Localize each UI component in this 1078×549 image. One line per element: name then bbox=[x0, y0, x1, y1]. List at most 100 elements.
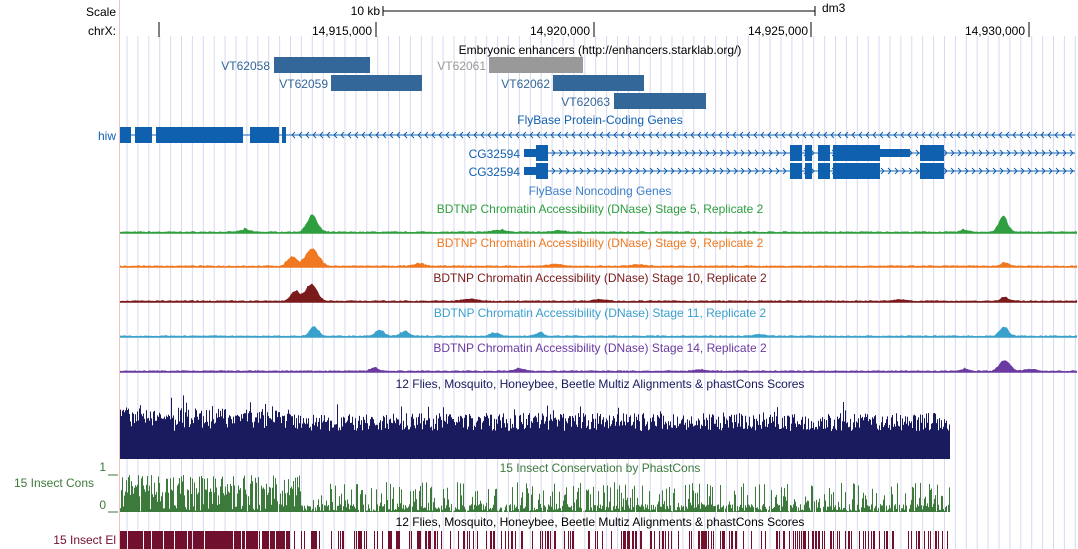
strand-arrow bbox=[774, 131, 779, 139]
strand-arrow bbox=[635, 167, 640, 175]
strand-arrow bbox=[985, 149, 990, 157]
strand-arrow bbox=[809, 131, 814, 139]
strand-arrow bbox=[1012, 131, 1017, 139]
strand-arrow bbox=[823, 131, 828, 139]
strand-arrow bbox=[550, 131, 555, 139]
strand-arrow bbox=[572, 149, 577, 157]
strand-arrow bbox=[1006, 149, 1011, 157]
strand-arrow bbox=[677, 167, 682, 175]
strand-arrow bbox=[971, 167, 976, 175]
strand-arrow bbox=[740, 167, 745, 175]
enhancer-label[interactable]: VT62058 bbox=[221, 59, 270, 73]
strand-arrow bbox=[298, 131, 303, 139]
strand-arrow bbox=[1069, 167, 1074, 175]
strand-arrow bbox=[487, 131, 492, 139]
strand-arrow bbox=[529, 131, 534, 139]
gene-label-cg32594[interactable]: CG32594 bbox=[468, 147, 520, 161]
strand-arrow bbox=[627, 131, 632, 139]
strand-arrow bbox=[1027, 167, 1032, 175]
enhancers-track-title[interactable]: Embryonic enhancers (http://enhancers.st… bbox=[458, 43, 742, 57]
strand-arrow bbox=[614, 149, 619, 157]
strand-arrow bbox=[628, 167, 633, 175]
strand-arrow bbox=[950, 167, 955, 175]
strand-arrow bbox=[473, 131, 478, 139]
strand-arrow bbox=[999, 149, 1004, 157]
dnase-stage14-title[interactable]: BDTNP Chromatin Accessibility (DNase) St… bbox=[433, 341, 767, 355]
strand-arrow bbox=[340, 131, 345, 139]
strand-arrow bbox=[775, 149, 780, 157]
strand-arrow bbox=[879, 131, 884, 139]
enhancer-label[interactable]: VT62062 bbox=[501, 77, 550, 91]
strand-arrow bbox=[410, 131, 415, 139]
strand-arrow bbox=[754, 167, 759, 175]
enhancer-label[interactable]: VT62063 bbox=[561, 95, 610, 109]
phastcons-track-title[interactable]: 15 Insect Conservation by PhastCons bbox=[499, 461, 701, 475]
strand-arrow bbox=[978, 149, 983, 157]
strand-arrow bbox=[417, 131, 422, 139]
strand-arrow bbox=[880, 167, 885, 175]
strand-arrow bbox=[746, 131, 751, 139]
scale-label: Scale bbox=[85, 5, 116, 19]
strand-arrow bbox=[551, 167, 556, 175]
strand-arrow bbox=[564, 131, 569, 139]
strand-arrow bbox=[865, 131, 870, 139]
enhancer-label[interactable]: VT62059 bbox=[279, 77, 328, 91]
strand-arrow bbox=[656, 167, 661, 175]
strand-arrow bbox=[382, 131, 387, 139]
gene-label-hiw[interactable]: hiw bbox=[97, 129, 116, 143]
strand-arrow bbox=[326, 131, 331, 139]
strand-arrow bbox=[558, 149, 563, 157]
strand-arrow bbox=[928, 131, 933, 139]
strand-arrow bbox=[1034, 149, 1039, 157]
exon-cg32594 bbox=[536, 145, 548, 161]
strand-arrow bbox=[711, 131, 716, 139]
strand-arrow bbox=[635, 149, 640, 157]
exon-cg32594 bbox=[920, 163, 944, 179]
exon-hiw bbox=[135, 127, 152, 143]
elements-left-label[interactable]: 15 Insect El bbox=[53, 533, 116, 547]
strand-arrow bbox=[753, 131, 758, 139]
strand-arrow bbox=[1062, 149, 1067, 157]
strand-arrow bbox=[950, 149, 955, 157]
elements-track-title[interactable]: 12 Flies, Mosquito, Honeybee, Beetle Mul… bbox=[395, 515, 805, 529]
strand-arrow bbox=[887, 167, 892, 175]
strand-arrow bbox=[964, 167, 969, 175]
strand-arrow bbox=[522, 131, 527, 139]
strand-arrow bbox=[1034, 167, 1039, 175]
strand-arrow bbox=[649, 149, 654, 157]
strand-arrow bbox=[733, 167, 738, 175]
strand-arrow bbox=[719, 167, 724, 175]
noncoding-genes-track-title[interactable]: FlyBase Noncoding Genes bbox=[528, 184, 672, 198]
dnase-stage5-title[interactable]: BDTNP Chromatin Accessibility (DNase) St… bbox=[436, 202, 764, 216]
coding-genes-track-title[interactable]: FlyBase Protein-Coding Genes bbox=[517, 113, 683, 127]
strand-arrow bbox=[571, 131, 576, 139]
dnase-stage11-title[interactable]: BDTNP Chromatin Accessibility (DNase) St… bbox=[433, 306, 767, 320]
strand-arrow bbox=[424, 131, 429, 139]
ruler-position: 14,915,000 bbox=[311, 24, 372, 38]
dnase-stage9-title[interactable]: BDTNP Chromatin Accessibility (DNase) St… bbox=[436, 236, 764, 250]
dnase-stage10-title[interactable]: BDTNP Chromatin Accessibility (DNase) St… bbox=[433, 271, 767, 285]
strand-arrow bbox=[663, 149, 668, 157]
multiz-bars bbox=[120, 395, 950, 459]
strand-arrow bbox=[698, 149, 703, 157]
phastcons-left-label[interactable]: 15 Insect Cons bbox=[13, 476, 94, 490]
strand-arrow bbox=[607, 149, 612, 157]
strand-arrow bbox=[593, 167, 598, 175]
strand-arrow bbox=[445, 131, 450, 139]
strand-arrow bbox=[480, 131, 485, 139]
gene-label-cg32594[interactable]: CG32594 bbox=[468, 165, 520, 179]
strand-arrow bbox=[438, 131, 443, 139]
strand-arrow bbox=[459, 131, 464, 139]
enhancer-label[interactable]: VT62061 bbox=[437, 59, 486, 73]
strand-arrow bbox=[558, 167, 563, 175]
strand-arrow bbox=[641, 131, 646, 139]
strand-arrow bbox=[1048, 167, 1053, 175]
strand-arrow bbox=[697, 131, 702, 139]
strand-arrow bbox=[649, 167, 654, 175]
strand-arrow bbox=[621, 149, 626, 157]
strand-arrow bbox=[781, 131, 786, 139]
strand-arrow bbox=[978, 167, 983, 175]
multiz-track-title[interactable]: 12 Flies, Mosquito, Honeybee, Beetle Mul… bbox=[395, 377, 805, 391]
